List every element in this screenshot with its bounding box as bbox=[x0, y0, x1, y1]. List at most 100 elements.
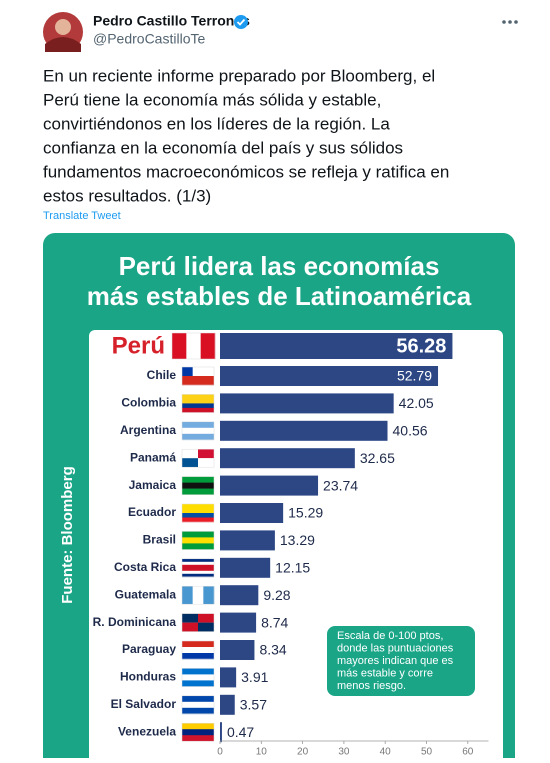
flag bbox=[192, 586, 204, 605]
category-label: Paraguay bbox=[122, 642, 176, 656]
tweet-text-line: convirtiéndonos en los líderes de la reg… bbox=[43, 114, 390, 133]
flag bbox=[182, 398, 214, 404]
flag bbox=[182, 421, 214, 429]
value-label: 52.79 bbox=[397, 368, 432, 384]
author-handle[interactable]: @PedroCastilloTe bbox=[93, 31, 205, 47]
flag bbox=[182, 735, 214, 742]
flag-border bbox=[181, 558, 215, 578]
flag bbox=[182, 433, 214, 441]
bar bbox=[220, 585, 259, 606]
flag bbox=[182, 508, 214, 514]
flag bbox=[182, 558, 214, 563]
category-label: Chile bbox=[147, 368, 177, 382]
flag bbox=[182, 407, 214, 413]
flag-border bbox=[181, 640, 215, 660]
bar bbox=[220, 640, 255, 660]
value-label: 8.74 bbox=[261, 614, 288, 630]
flag bbox=[182, 641, 214, 648]
bar bbox=[220, 557, 271, 578]
flag bbox=[182, 564, 214, 569]
flag bbox=[182, 674, 214, 681]
flag bbox=[198, 449, 214, 459]
flag bbox=[182, 613, 198, 623]
tweet-text-line: En un reciente informe preparado por Blo… bbox=[43, 66, 435, 85]
source-label: Fuente: Bloomberg bbox=[59, 466, 76, 604]
flag bbox=[182, 482, 214, 489]
more-button[interactable] bbox=[502, 20, 518, 24]
bar bbox=[220, 448, 355, 469]
flag bbox=[198, 613, 214, 623]
flag-border bbox=[181, 476, 215, 495]
flag-border bbox=[181, 448, 215, 468]
flag bbox=[182, 647, 214, 654]
value-label: 15.29 bbox=[288, 505, 323, 521]
bar bbox=[220, 694, 235, 715]
value-label: 40.56 bbox=[393, 423, 428, 439]
value-label: 3.57 bbox=[240, 697, 267, 713]
flag-border bbox=[171, 332, 216, 360]
value-label: 3.91 bbox=[241, 669, 268, 685]
flag bbox=[182, 543, 214, 550]
flag bbox=[182, 668, 214, 675]
category-label: Venezuela bbox=[118, 724, 176, 738]
flag bbox=[182, 567, 214, 572]
flag-border bbox=[181, 366, 215, 386]
flag-border bbox=[181, 613, 215, 632]
chart-title: Perú lidera las economías bbox=[119, 251, 440, 281]
bar bbox=[220, 667, 237, 688]
author-name[interactable]: Pedro Castillo Terrones bbox=[93, 13, 250, 29]
flag bbox=[182, 513, 214, 518]
flag bbox=[182, 622, 198, 632]
bar bbox=[220, 393, 394, 414]
bar bbox=[220, 503, 284, 523]
x-tick-label: 60 bbox=[462, 747, 474, 758]
flag bbox=[182, 586, 193, 605]
translate-link[interactable]: Translate Tweet bbox=[43, 210, 121, 222]
note-box bbox=[327, 626, 475, 696]
category-label: Jamaica bbox=[129, 478, 177, 492]
bar bbox=[220, 475, 319, 496]
bar bbox=[220, 333, 453, 359]
flag-border bbox=[181, 722, 215, 742]
bar bbox=[220, 366, 439, 386]
flag bbox=[182, 537, 214, 544]
bar bbox=[220, 530, 275, 551]
flag-border bbox=[181, 668, 215, 687]
value-label: 13.29 bbox=[280, 532, 315, 548]
x-tick-label: 50 bbox=[421, 747, 433, 758]
flag bbox=[172, 333, 187, 359]
flag bbox=[182, 458, 198, 468]
flag bbox=[182, 680, 214, 687]
flag bbox=[182, 531, 214, 538]
flag bbox=[182, 367, 214, 377]
flag bbox=[182, 517, 214, 523]
category-label: Ecuador bbox=[128, 505, 176, 519]
x-tick-label: 30 bbox=[338, 747, 350, 758]
category-label: Guatemala bbox=[115, 587, 177, 601]
flag bbox=[182, 367, 193, 376]
bar bbox=[220, 612, 257, 633]
note-line: menos riesgo. bbox=[337, 680, 406, 692]
flag bbox=[182, 449, 198, 459]
flag bbox=[182, 561, 214, 566]
bar-chart: Perú 56.28 Chile 52.79 Colombia 42.05 Argentin… bbox=[93, 332, 489, 758]
category-label: Costa Rica bbox=[114, 560, 176, 574]
flag bbox=[182, 403, 214, 409]
flag bbox=[182, 476, 214, 483]
value-label: 8.34 bbox=[259, 642, 286, 658]
category-label: Honduras bbox=[120, 670, 176, 684]
flag bbox=[198, 458, 214, 468]
category-label: Perú bbox=[112, 332, 165, 359]
flag bbox=[182, 394, 214, 400]
category-label: R. Dominicana bbox=[93, 615, 177, 629]
flag bbox=[182, 701, 214, 709]
tweet-text: En un reciente informe preparado por Blo… bbox=[43, 66, 449, 205]
bar bbox=[220, 420, 388, 441]
note-line: mayores indican que es bbox=[337, 655, 454, 667]
value-label: 32.65 bbox=[360, 450, 395, 466]
flag bbox=[182, 653, 214, 660]
category-label: Argentina bbox=[120, 423, 176, 437]
chart-title: más estables de Latinoamérica bbox=[87, 281, 472, 311]
flag bbox=[182, 504, 214, 509]
flag bbox=[182, 729, 214, 736]
